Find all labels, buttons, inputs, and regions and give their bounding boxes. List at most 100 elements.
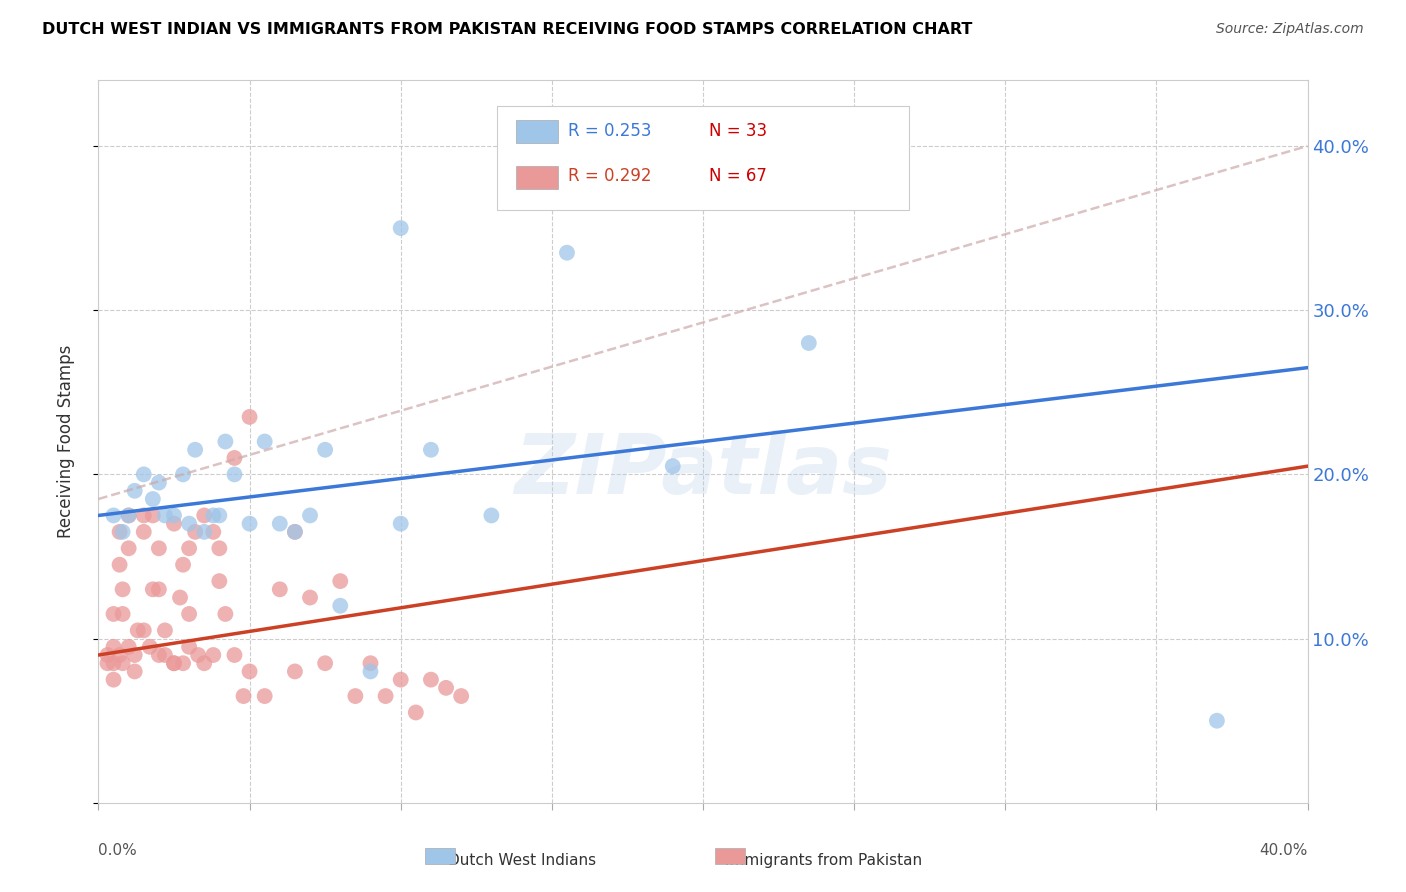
Point: [132, 508, 155, 523]
Point: [103, 607, 125, 621]
Point: [224, 467, 246, 482]
Y-axis label: Receiving Food Stamps: Receiving Food Stamps: [56, 345, 75, 538]
Point: [193, 524, 215, 539]
FancyBboxPatch shape: [716, 848, 745, 864]
Point: [239, 665, 262, 679]
Point: [405, 706, 427, 720]
Point: [1206, 714, 1229, 728]
Point: [96, 657, 118, 671]
FancyBboxPatch shape: [498, 105, 908, 211]
Point: [299, 508, 322, 523]
Point: [172, 467, 194, 482]
Point: [269, 516, 291, 531]
Point: [124, 665, 146, 679]
Point: [111, 607, 134, 621]
Point: [184, 442, 207, 457]
FancyBboxPatch shape: [425, 848, 456, 864]
Point: [132, 624, 155, 638]
Point: [208, 574, 231, 588]
Text: Immigrants from Pakistan: Immigrants from Pakistan: [725, 854, 922, 869]
Text: N = 67: N = 67: [709, 168, 766, 186]
Text: Source: ZipAtlas.com: Source: ZipAtlas.com: [1216, 22, 1364, 37]
Text: N = 33: N = 33: [709, 122, 768, 140]
Point: [314, 442, 336, 457]
Point: [187, 648, 209, 662]
Point: [179, 516, 201, 531]
Text: R = 0.253: R = 0.253: [568, 122, 651, 140]
Point: [450, 689, 472, 703]
Point: [132, 524, 155, 539]
Point: [124, 648, 146, 662]
Point: [153, 624, 176, 638]
Text: 0.0%: 0.0%: [98, 843, 138, 857]
Text: ZIPatlas: ZIPatlas: [515, 430, 891, 511]
Point: [103, 657, 125, 671]
Point: [360, 657, 382, 671]
Point: [96, 648, 118, 662]
Point: [108, 558, 131, 572]
Point: [202, 648, 225, 662]
Point: [118, 640, 141, 654]
Point: [103, 508, 125, 523]
Point: [111, 582, 134, 597]
Point: [253, 689, 276, 703]
Point: [224, 648, 246, 662]
Point: [202, 524, 225, 539]
Point: [239, 409, 262, 424]
Point: [208, 508, 231, 523]
Point: [169, 591, 191, 605]
Point: [163, 657, 186, 671]
Text: 40.0%: 40.0%: [1260, 843, 1308, 857]
Point: [103, 640, 125, 654]
Point: [108, 648, 131, 662]
Point: [253, 434, 276, 449]
Point: [193, 508, 215, 523]
Point: [389, 221, 412, 235]
Point: [148, 541, 170, 556]
Point: [172, 657, 194, 671]
Point: [360, 665, 382, 679]
Point: [374, 689, 396, 703]
Point: [179, 541, 201, 556]
FancyBboxPatch shape: [516, 120, 558, 143]
Point: [148, 582, 170, 597]
Point: [314, 657, 336, 671]
Point: [661, 459, 683, 474]
Point: [224, 450, 246, 465]
Point: [344, 689, 367, 703]
Point: [118, 508, 141, 523]
Point: [239, 516, 262, 531]
Point: [142, 582, 165, 597]
Point: [329, 574, 352, 588]
Point: [153, 648, 176, 662]
Point: [284, 665, 307, 679]
Point: [389, 516, 412, 531]
Point: [103, 673, 125, 687]
Point: [214, 434, 236, 449]
Point: [420, 673, 443, 687]
Text: DUTCH WEST INDIAN VS IMMIGRANTS FROM PAKISTAN RECEIVING FOOD STAMPS CORRELATION : DUTCH WEST INDIAN VS IMMIGRANTS FROM PAK…: [42, 22, 973, 37]
Point: [329, 599, 352, 613]
Point: [172, 558, 194, 572]
Point: [299, 591, 322, 605]
Point: [163, 508, 186, 523]
Point: [148, 475, 170, 490]
Point: [184, 524, 207, 539]
Point: [420, 442, 443, 457]
Point: [214, 607, 236, 621]
Point: [142, 508, 165, 523]
Text: R = 0.292: R = 0.292: [568, 168, 651, 186]
Text: Dutch West Indians: Dutch West Indians: [447, 854, 596, 869]
Point: [127, 624, 149, 638]
Point: [124, 483, 146, 498]
Point: [284, 524, 307, 539]
Point: [797, 336, 820, 351]
Point: [142, 491, 165, 506]
Point: [232, 689, 254, 703]
Point: [163, 657, 186, 671]
Point: [111, 657, 134, 671]
Point: [111, 524, 134, 539]
Point: [202, 508, 225, 523]
Point: [269, 582, 291, 597]
Point: [163, 516, 186, 531]
